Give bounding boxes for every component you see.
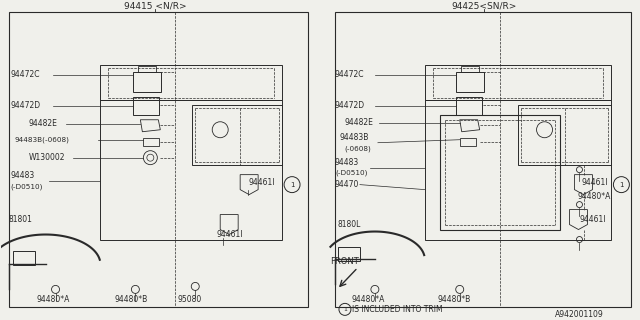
Text: 94483: 94483	[11, 171, 35, 180]
Text: 94483B: 94483B	[340, 133, 369, 142]
Text: 94470: 94470	[335, 180, 359, 189]
Text: W130002: W130002	[29, 153, 65, 162]
Text: IS INCLUDED INTO TRIM: IS INCLUDED INTO TRIM	[352, 305, 443, 314]
Text: (-0608): (-0608)	[344, 146, 371, 152]
Text: 94480*B: 94480*B	[115, 295, 148, 304]
Text: 94461I: 94461I	[582, 178, 608, 187]
Text: 81801: 81801	[8, 215, 33, 224]
Text: 8180L: 8180L	[338, 220, 362, 229]
Text: 94482E: 94482E	[29, 119, 58, 128]
Text: 94480*B: 94480*B	[438, 295, 471, 304]
Text: 94480*A: 94480*A	[36, 295, 70, 304]
Text: 94472D: 94472D	[11, 101, 41, 110]
Text: 94461I: 94461I	[216, 230, 243, 239]
Text: 1: 1	[343, 307, 347, 312]
Text: 94425<SN/R>: 94425<SN/R>	[451, 2, 516, 11]
Text: FRONT: FRONT	[331, 257, 359, 266]
Text: 94415 <N/R>: 94415 <N/R>	[124, 2, 187, 11]
Text: 94483B(-0608): 94483B(-0608)	[15, 136, 70, 143]
Text: 1: 1	[619, 182, 623, 188]
Text: 1: 1	[290, 182, 294, 188]
Text: (-D0510): (-D0510)	[335, 169, 367, 176]
Text: 94461I: 94461I	[579, 215, 606, 224]
Text: 95080: 95080	[177, 295, 202, 304]
Text: 94472C: 94472C	[335, 70, 364, 79]
Text: 94480*A: 94480*A	[352, 295, 385, 304]
Text: A942001109: A942001109	[555, 310, 604, 319]
Text: 94472D: 94472D	[335, 101, 365, 110]
Text: 94483: 94483	[335, 158, 359, 167]
Text: 94461I: 94461I	[248, 178, 275, 187]
Text: 94482E: 94482E	[345, 118, 374, 127]
Text: 94472C: 94472C	[11, 70, 40, 79]
Text: (-D0510): (-D0510)	[11, 183, 43, 190]
Text: 94480*A: 94480*A	[577, 192, 611, 201]
